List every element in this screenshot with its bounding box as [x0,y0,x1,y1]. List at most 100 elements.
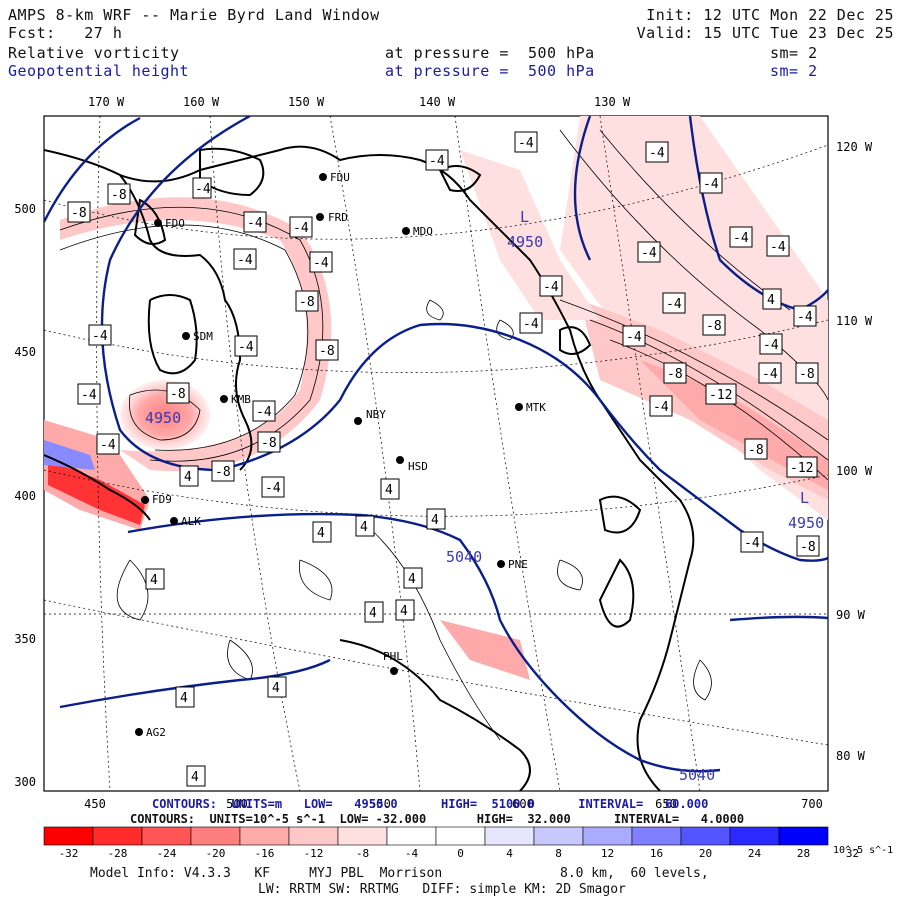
svg-text:-4: -4 [763,338,779,353]
forecast-hour: Fcst: 27 h [8,24,123,42]
contour-label: -4 [649,395,673,417]
contour-label: -4 [234,335,258,357]
svg-text:KMB: KMB [231,393,251,406]
colorbar-cell [43,826,94,846]
station-nby: NBY [354,408,386,425]
lon-label-150: 150 W [288,95,325,109]
svg-text:-8: -8 [748,443,764,458]
svg-text:-4: -4 [247,216,263,231]
vorticity-band-southeast [440,620,530,680]
contour-label: -4 [77,383,101,405]
y-label-500: 500 [14,202,36,216]
colorbar-cell [729,826,780,846]
valid-time: Valid: 15 UTC Tue 23 Dec 25 [636,24,894,42]
contour-label: 4 [403,567,423,589]
colorbar-cell [386,826,437,846]
contour-label: -4 [192,177,212,199]
contour-label: -8 [702,314,726,336]
station-mtk: MTK [515,401,546,414]
contour-label: 4 [395,599,415,621]
model-physics: LW: RRTM SW: RRTMG DIFF: simple KM: 2D S… [258,882,626,897]
lon-label-80: 80 W [836,749,866,763]
contour-label: -8 [67,201,91,223]
contour-label: -4 [759,333,783,355]
lon-label-140: 140 W [419,95,456,109]
x-label-650: 650 [655,797,677,811]
contour-label: -8 [295,290,319,312]
station-ag2: AG2 [135,726,166,739]
contour-label: -4 [243,211,267,233]
height-label: 5040 [679,766,715,784]
svg-text:-8: -8 [799,367,815,382]
svg-text:4: 4 [767,293,775,308]
vorticity-coast-strong [48,460,145,525]
svg-text:MTK: MTK [526,401,546,414]
contour-label: 4 [426,508,446,530]
lon-label-160: 160 W [183,95,220,109]
station-alk: ALK [170,515,201,528]
contour-label: -4 [793,305,817,327]
height-label: 5040 [446,548,482,566]
svg-text:-4: -4 [797,310,813,325]
colorbar [43,826,829,846]
svg-text:-4: -4 [265,481,281,496]
svg-text:AG2: AG2 [146,726,166,739]
svg-text:-4: -4 [293,221,309,236]
station-kmb: KMB [220,393,251,406]
colorbar-label: 0 [457,847,464,860]
svg-text:-4: -4 [238,340,254,355]
height-label: 4950 [145,409,181,427]
svg-text:ALK: ALK [181,515,201,528]
field-name-vorticity: Relative vorticity [8,44,180,62]
svg-text:-8: -8 [299,295,315,310]
contour-label: -12 [786,456,818,478]
field-name-height: Geopotential height [8,62,190,80]
lon-label-130: 130 W [594,95,631,109]
svg-text:4: 4 [431,513,439,528]
colorbar-cell [778,826,829,846]
station-pne: PNE [497,558,528,571]
svg-text:-4: -4 [518,136,534,151]
svg-text:4: 4 [150,573,158,588]
svg-text:-8: -8 [319,344,335,359]
height-label: 4950 [507,233,543,251]
svg-text:-4: -4 [256,405,272,420]
svg-text:-4: -4 [429,154,445,169]
vorticity-positive-patch [44,440,95,470]
colorbar-label: 32 [846,847,859,860]
svg-text:4: 4 [184,470,192,485]
colorbar-label: -32 [59,847,79,860]
svg-text:-4: -4 [762,367,778,382]
station-hsd: HSD [396,456,428,473]
x-label-450: 450 [84,797,106,811]
contour-label: -4 [729,226,753,248]
pressure-level-vorticity: at pressure = 500 hPa [385,44,595,62]
svg-text:-8: -8 [706,319,722,334]
init-time: Init: 12 UTC Mon 22 Dec 25 [646,6,894,24]
x-label-500: 500 [226,797,248,811]
x-label-700: 700 [801,797,823,811]
y-label-350: 350 [14,632,36,646]
contour-label: -8 [744,438,768,460]
contour-label: -4 [514,131,538,153]
contour-label: -12 [705,383,737,405]
colorbar-cell [190,826,241,846]
bottom-x-labels: 450 500 550 600 650 700 [84,797,823,811]
height-contour-info: CONTOURS: UNITS=m LOW= 4950.0 HIGH= 5100… [152,797,709,811]
right-longitude-labels: 120 W 110 W 100 W 90 W 80 W [836,140,873,763]
colorbar-label: -8 [356,847,369,860]
contour-label: 4 [762,288,782,310]
vorticity-contour-info: CONTOURS: UNITS=10^-5 s^-1 LOW= -32.000 … [130,812,745,826]
lon-label-110: 110 W [836,314,873,328]
svg-text:PHL: PHL [383,650,403,663]
colorbar-cell [337,826,388,846]
contour-label: 4 [312,521,332,543]
svg-text:-8: -8 [800,540,816,555]
coastline [44,145,695,791]
svg-text:-8: -8 [215,465,231,480]
colorbar-cell [631,826,682,846]
colorbar-labels: -32 -28 -24 -20 -16 -12 -8 -4 0 4 8 12 16 20 24 28 32 [59,847,860,860]
colorbar-cell [435,826,486,846]
contour-label: -4 [519,312,543,334]
contour-label: -8 [663,362,687,384]
